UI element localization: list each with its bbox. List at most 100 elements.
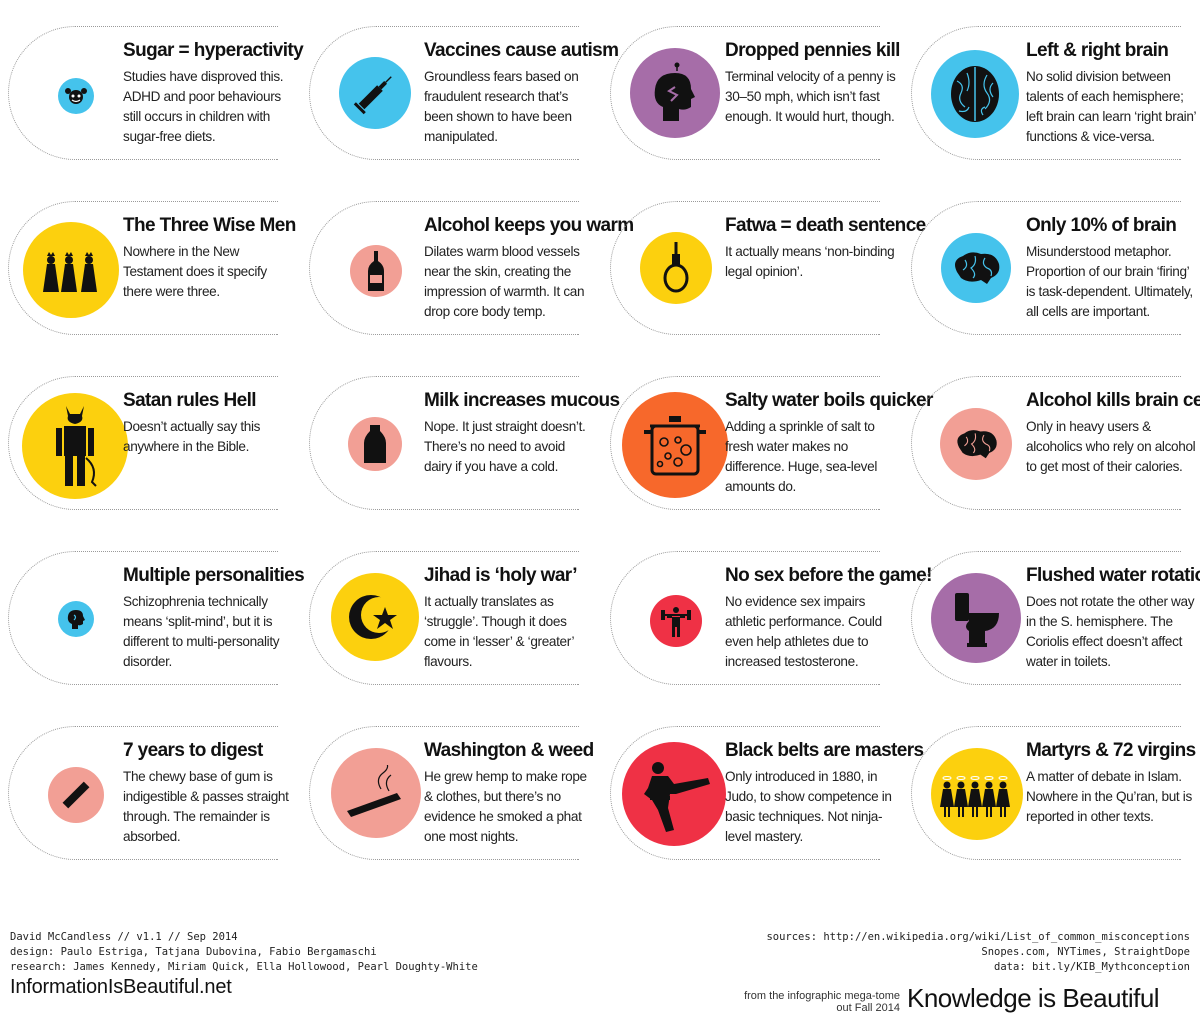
myth-card: Martyrs & 72 virgins A matter of debate …	[903, 700, 1199, 860]
myth-title: The Three Wise Men	[123, 215, 296, 236]
myth-title: Jihad is ‘holy war’	[424, 565, 578, 586]
dotted-arc	[309, 726, 579, 860]
dotted-arc	[309, 551, 579, 685]
book-note: from the infographic mega-tome out Fall …	[700, 990, 900, 1014]
book-title: Knowledge is Beautiful	[907, 983, 1160, 1013]
boiling-pot-icon	[622, 392, 728, 498]
myth-text: No solid division between talents of eac…	[1026, 69, 1196, 144]
credit-research: research: James Kennedy, Miriam Quick, E…	[10, 961, 478, 973]
myth-card: Fatwa = death sentence It actually means…	[602, 175, 926, 335]
dotted-arc	[610, 726, 880, 860]
myth-title: Satan rules Hell	[123, 390, 257, 411]
myths-grid: Sugar = hyperactivity Studies have dispr…	[0, 0, 1200, 860]
myth-text: Nope. It just straight doesn’t. There’s …	[424, 419, 586, 474]
myth-card: Satan rules Hell Doesn’t actually say th…	[0, 350, 296, 510]
myth-title: No sex before the game!	[725, 565, 932, 586]
milk-bottle-icon	[348, 417, 402, 471]
myth-text: Schizophrenia technically means ‘split-m…	[123, 594, 280, 669]
myth-card: Black belts are masters Only introduced …	[602, 700, 924, 860]
dotted-arc	[610, 551, 880, 685]
myth-title: Left & right brain	[1026, 40, 1169, 61]
dotted-arc	[911, 551, 1181, 685]
weightlifter-icon	[650, 595, 702, 647]
myth-card: The Three Wise Men Nowhere in the New Te…	[0, 175, 296, 335]
myth-title: Sugar = hyperactivity	[123, 40, 304, 61]
brand-link[interactable]: InformationIsBeautiful.net	[10, 976, 232, 998]
myth-card: Washington & weed He grew hemp to make r…	[301, 700, 597, 860]
myth-text: Groundless fears based on fraudulent res…	[424, 69, 579, 144]
devil-icon	[22, 393, 128, 499]
brain-icon	[940, 408, 1012, 480]
myth-text: Only introduced in 1880, in Judo, to sho…	[725, 769, 892, 844]
myth-card: 7 years to digest The chewy base of gum …	[0, 700, 296, 860]
gum-stick-icon	[48, 767, 104, 823]
myth-text: Only in heavy users & alcoholics who rel…	[1026, 419, 1196, 474]
sources: sources: http://en.wikipedia.org/wiki/Li…	[766, 930, 1190, 975]
myth-text: Nowhere in the New Testament does it spe…	[123, 244, 267, 299]
syringe-icon	[339, 57, 411, 129]
myth-text: Studies have disproved this. ADHD and po…	[123, 69, 284, 144]
dotted-arc	[8, 551, 278, 685]
toilet-icon	[931, 573, 1021, 663]
myth-text: No evidence sex impairs athletic perform…	[725, 594, 882, 669]
myth-text: Dilates warm blood vessels near the skin…	[424, 244, 585, 319]
dotted-arc	[8, 201, 278, 335]
myth-title: Flushed water rotation	[1026, 565, 1200, 586]
dotted-arc	[610, 201, 880, 335]
sources-url[interactable]: sources: http://en.wikipedia.org/wiki/Li…	[766, 931, 1190, 943]
myth-card: No sex before the game! No evidence sex …	[602, 525, 932, 685]
dotted-arc	[911, 201, 1181, 335]
dotted-arc	[8, 376, 278, 510]
brain-top-icon	[931, 50, 1019, 138]
martial-artist-icon	[622, 742, 726, 846]
myth-text: It actually translates as ‘struggle’. Th…	[424, 594, 574, 669]
head-profiles-icon	[58, 601, 94, 637]
myth-card: Only 10% of brain Misunderstood metaphor…	[903, 175, 1199, 335]
myth-title: Washington & weed	[424, 740, 594, 761]
myth-title: Fatwa = death sentence	[725, 215, 926, 236]
myth-card: Multiple personalities Schizophrenia tec…	[0, 525, 305, 685]
dotted-arc	[309, 376, 579, 510]
dotted-arc	[8, 726, 278, 860]
book-note-line2: out Fall 2014	[836, 1002, 900, 1014]
dotted-arc	[8, 26, 278, 160]
myth-card: Sugar = hyperactivity Studies have dispr…	[0, 0, 304, 160]
crescent-star-icon	[331, 573, 419, 661]
myth-title: Milk increases mucous	[424, 390, 620, 411]
data-link[interactable]: data: bit.ly/KIB_Mythconception	[994, 961, 1190, 973]
myth-title: Only 10% of brain	[1026, 215, 1177, 236]
myth-title: Alcohol keeps you warm	[424, 215, 634, 236]
myth-text: Terminal velocity of a penny is 30–50 mp…	[725, 69, 896, 124]
myth-text: Misunderstood metaphor. Proportion of ou…	[1026, 244, 1193, 319]
myth-text: A matter of debate in Islam. Nowhere in …	[1026, 769, 1192, 824]
brain-side-icon	[941, 233, 1011, 303]
myth-text: He grew hemp to make rope & clothes, but…	[424, 769, 587, 844]
myth-text: The chewy base of gum is indigestible & …	[123, 769, 289, 844]
myth-title: Salty water boils quicker	[725, 390, 933, 411]
myth-title: Martyrs & 72 virgins	[1026, 740, 1196, 761]
bottle-icon	[350, 245, 402, 297]
dotted-arc	[911, 376, 1181, 510]
dotted-arc	[911, 26, 1181, 160]
virgins-row-icon	[931, 748, 1023, 840]
myth-card: Jihad is ‘holy war’ It actually translat…	[301, 525, 597, 685]
three-kings-icon	[23, 222, 119, 318]
myth-title: Vaccines cause autism	[424, 40, 619, 61]
myth-text: Does not rotate the other way in the S. …	[1026, 594, 1195, 669]
myth-text: Adding a sprinkle of salt to fresh water…	[725, 419, 878, 494]
myth-card: Salty water boils quicker Adding a sprin…	[602, 350, 933, 510]
myth-title: Dropped pennies kill	[725, 40, 900, 61]
myth-card: Dropped pennies kill Terminal velocity o…	[602, 0, 900, 160]
noose-icon	[640, 232, 712, 304]
credits: David McCandless // v1.1 // Sep 2014 des…	[10, 930, 478, 975]
myth-card: Alcohol keeps you warm Dilates warm bloo…	[301, 175, 634, 335]
dotted-arc	[610, 376, 880, 510]
myth-text: Doesn’t actually say this anywhere in th…	[123, 419, 261, 454]
dotted-arc	[309, 26, 579, 160]
myth-card: Left & right brain No solid division bet…	[903, 0, 1199, 160]
credit-author: David McCandless // v1.1 // Sep 2014	[10, 931, 238, 943]
credit-design: design: Paulo Estriga, Tatjana Dubovina,…	[10, 946, 377, 958]
hyperactive-face-icon	[58, 78, 94, 114]
head-penny-icon	[630, 48, 720, 138]
book-note-line1: from the infographic mega-tome	[744, 990, 900, 1002]
